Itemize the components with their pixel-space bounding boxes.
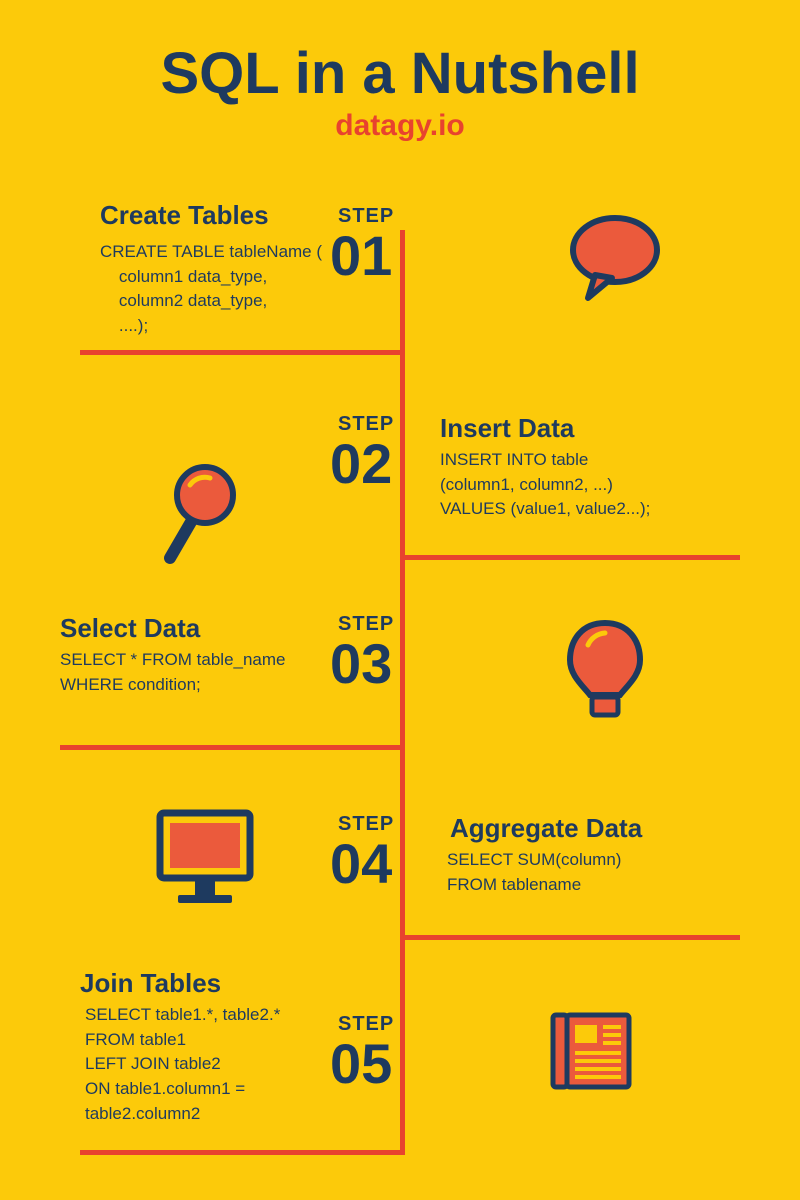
timeline-line — [400, 230, 405, 1155]
connector-3 — [60, 745, 400, 750]
step-number-1: 01 — [330, 228, 392, 284]
connector-1 — [80, 350, 400, 355]
section-code-5: SELECT table1.*, table2.* FROM table1 LE… — [85, 1003, 280, 1126]
step-number-4: 04 — [330, 836, 392, 892]
section-title-3: Select Data — [60, 613, 200, 644]
monitor-icon — [150, 805, 260, 910]
step-number-2: 02 — [330, 436, 392, 492]
connector-5 — [80, 1150, 400, 1155]
section-title-5: Join Tables — [80, 968, 221, 999]
magnifier-icon — [150, 460, 245, 575]
section-title-2: Insert Data — [440, 413, 574, 444]
step-number-5: 05 — [330, 1036, 392, 1092]
section-code-3: SELECT * FROM table_name WHERE condition… — [60, 648, 286, 697]
newspaper-icon — [545, 1005, 640, 1100]
speech-bubble-icon — [560, 210, 670, 310]
page-subtitle: datagy.io — [0, 109, 800, 143]
connector-4 — [400, 935, 740, 940]
step-number-3: 03 — [330, 636, 392, 692]
section-code-4: SELECT SUM(column) FROM tablename — [447, 848, 621, 897]
section-title-4: Aggregate Data — [450, 813, 642, 844]
lightbulb-icon — [560, 615, 650, 735]
section-title-1: Create Tables — [100, 200, 269, 231]
connector-2 — [400, 555, 740, 560]
section-code-2: INSERT INTO table (column1, column2, ...… — [440, 448, 650, 522]
page-title: SQL in a Nutshell — [0, 0, 800, 107]
section-code-1: CREATE TABLE tableName ( column1 data_ty… — [100, 240, 322, 339]
